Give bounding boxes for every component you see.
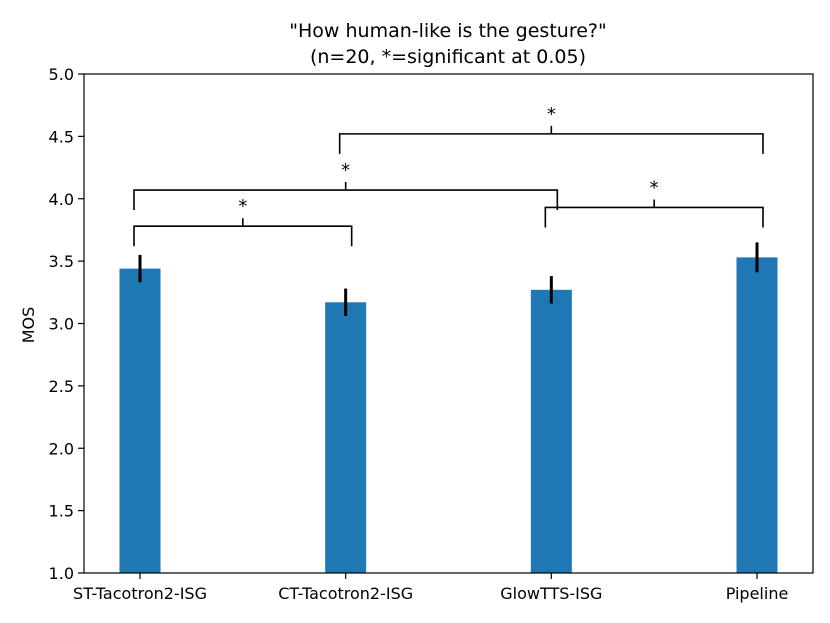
bar-1	[119, 268, 161, 573]
chart-title: "How human-like is the gesture?"	[289, 20, 606, 42]
bar-4	[736, 257, 778, 573]
significance-bracket-2	[544, 199, 764, 228]
bar-2	[325, 302, 367, 573]
plot-area: * * * * 1.0 1.5 2.0 2.5 3.0 3.5 4.0 4.5 5.0 ST-Tacotr…	[49, 65, 814, 603]
y-tick-label-3: 2.0	[49, 439, 74, 458]
y-tick-label-1: 1.0	[49, 564, 74, 583]
significance-bracket-3	[133, 182, 559, 211]
axes-frame	[83, 73, 814, 574]
x-tick-label-3: GlowTTS-ISG	[500, 584, 602, 603]
chart-subtitle: (n=20, *=significant at 0.05)	[310, 46, 586, 68]
significance-bracket-1	[133, 218, 353, 247]
y-tick-label-2: 1.5	[49, 502, 74, 521]
significance-star-2: *	[650, 177, 659, 198]
y-tick-label-8: 4.5	[49, 127, 74, 146]
y-axis-label: MOS	[19, 307, 38, 344]
y-tick-label-5: 3.0	[49, 315, 74, 334]
bar-3	[530, 289, 572, 573]
x-tick-label-2: CT-Tacotron2-ISG	[278, 584, 413, 603]
significance-star-4: *	[547, 104, 556, 125]
x-tick-label-4: Pipeline	[726, 584, 789, 603]
significance-star-1: *	[238, 196, 247, 217]
significance-star-3: *	[341, 160, 350, 181]
x-tick-label-1: ST-Tacotron2-ISG	[73, 584, 207, 603]
y-tick-label-9: 5.0	[49, 65, 74, 84]
y-tick-label-4: 2.5	[49, 377, 74, 396]
y-tick-label-7: 4.0	[49, 190, 74, 209]
y-tick-label-6: 3.5	[49, 252, 74, 271]
significance-bracket-4	[338, 125, 764, 154]
